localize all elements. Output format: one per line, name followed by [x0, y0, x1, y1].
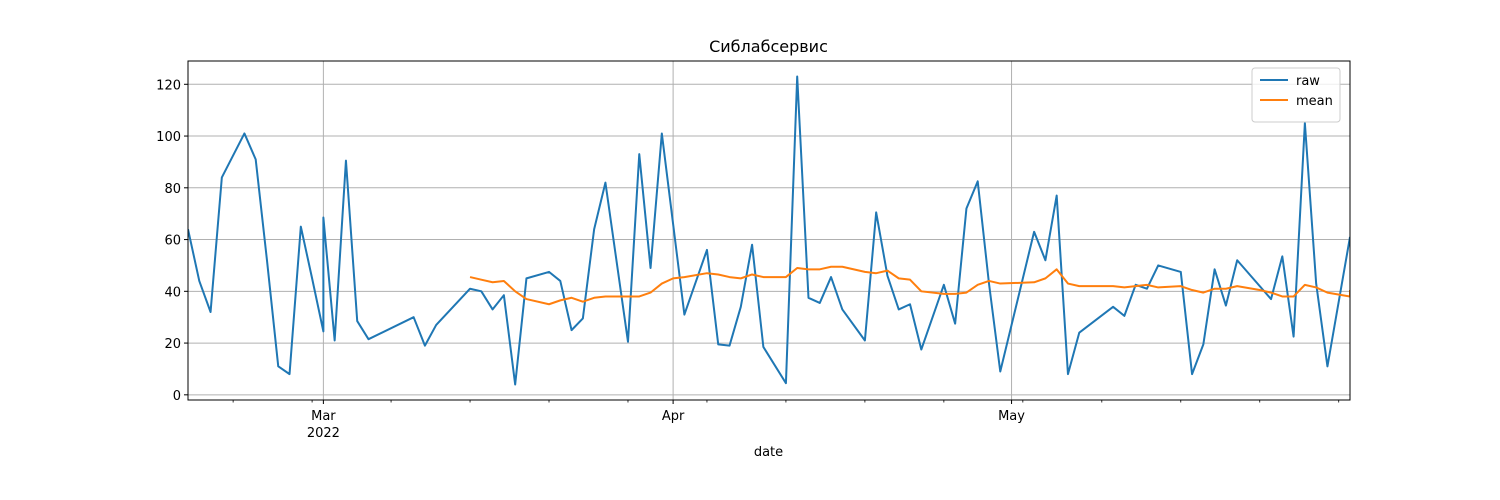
- x-axis-title: date: [754, 445, 783, 460]
- chart-title: Сиблабсервис: [709, 37, 828, 56]
- grid-lines: [188, 61, 1350, 400]
- legend-label-mean: mean: [1296, 94, 1333, 109]
- legend-box: [1251, 67, 1341, 123]
- x-tick-sublabel: 2022: [307, 426, 340, 441]
- x-tick-label: May: [998, 409, 1025, 424]
- axis-ticks: 0 20 40 60 80 100 120 Mar 2022 Apr May: [156, 78, 1340, 441]
- series-line-mean: [469, 265, 1350, 306]
- y-tick-label: 60: [164, 234, 181, 249]
- x-tick-label: Apr: [662, 409, 685, 424]
- y-tick-label: 40: [164, 285, 181, 300]
- y-tick-label: 120: [156, 78, 181, 93]
- y-tick-label: 100: [156, 130, 181, 145]
- legend: raw mean: [1251, 67, 1341, 123]
- series-line-raw: [188, 75, 1350, 386]
- plot-frame: [187, 60, 1351, 401]
- legend-label-raw: raw: [1296, 74, 1320, 89]
- y-tick-label: 80: [164, 182, 181, 197]
- y-tick-label: 20: [164, 337, 181, 352]
- x-tick-label: Mar: [311, 409, 336, 424]
- series-layer: [188, 75, 1350, 386]
- y-tick-label: 0: [173, 389, 181, 404]
